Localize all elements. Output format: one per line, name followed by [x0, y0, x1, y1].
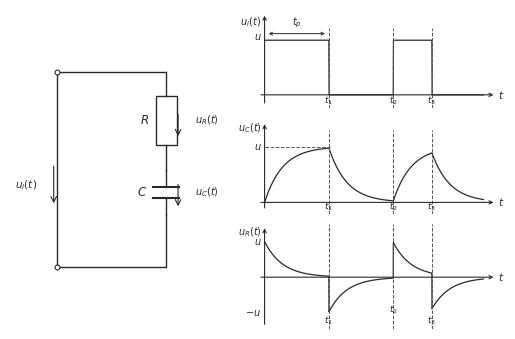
Text: $t_3$: $t_3$: [427, 95, 437, 107]
Text: $t$: $t$: [497, 196, 504, 208]
Text: $-u$: $-u$: [246, 308, 261, 318]
Text: $t_2$: $t_2$: [389, 200, 398, 213]
Text: $t_1$: $t_1$: [324, 200, 334, 213]
Text: $t_p$: $t_p$: [292, 16, 302, 31]
Text: $t_1$: $t_1$: [324, 95, 334, 107]
Text: $t_2$: $t_2$: [389, 95, 398, 107]
Text: $t_2$: $t_2$: [389, 304, 398, 316]
Text: $u_R(t)$: $u_R(t)$: [195, 114, 218, 127]
Text: $u_C(t)$: $u_C(t)$: [237, 121, 261, 135]
Text: $u$: $u$: [253, 33, 261, 42]
Text: $u_R(t)$: $u_R(t)$: [237, 225, 261, 239]
Text: $u_i(t)$: $u_i(t)$: [15, 178, 38, 192]
Text: $t_3$: $t_3$: [427, 200, 437, 213]
Text: $R$: $R$: [141, 114, 149, 127]
Text: $u_i(t)$: $u_i(t)$: [241, 16, 261, 29]
Text: $u_C(t)$: $u_C(t)$: [195, 185, 218, 199]
Text: $t_3$: $t_3$: [427, 315, 437, 327]
Text: $C$: $C$: [138, 186, 148, 199]
Bar: [156, 96, 177, 145]
Text: $t$: $t$: [497, 271, 504, 283]
Text: $t$: $t$: [497, 89, 504, 101]
Text: $t_1$: $t_1$: [324, 315, 334, 327]
Text: $u$: $u$: [253, 142, 261, 152]
Text: $u$: $u$: [253, 237, 261, 246]
